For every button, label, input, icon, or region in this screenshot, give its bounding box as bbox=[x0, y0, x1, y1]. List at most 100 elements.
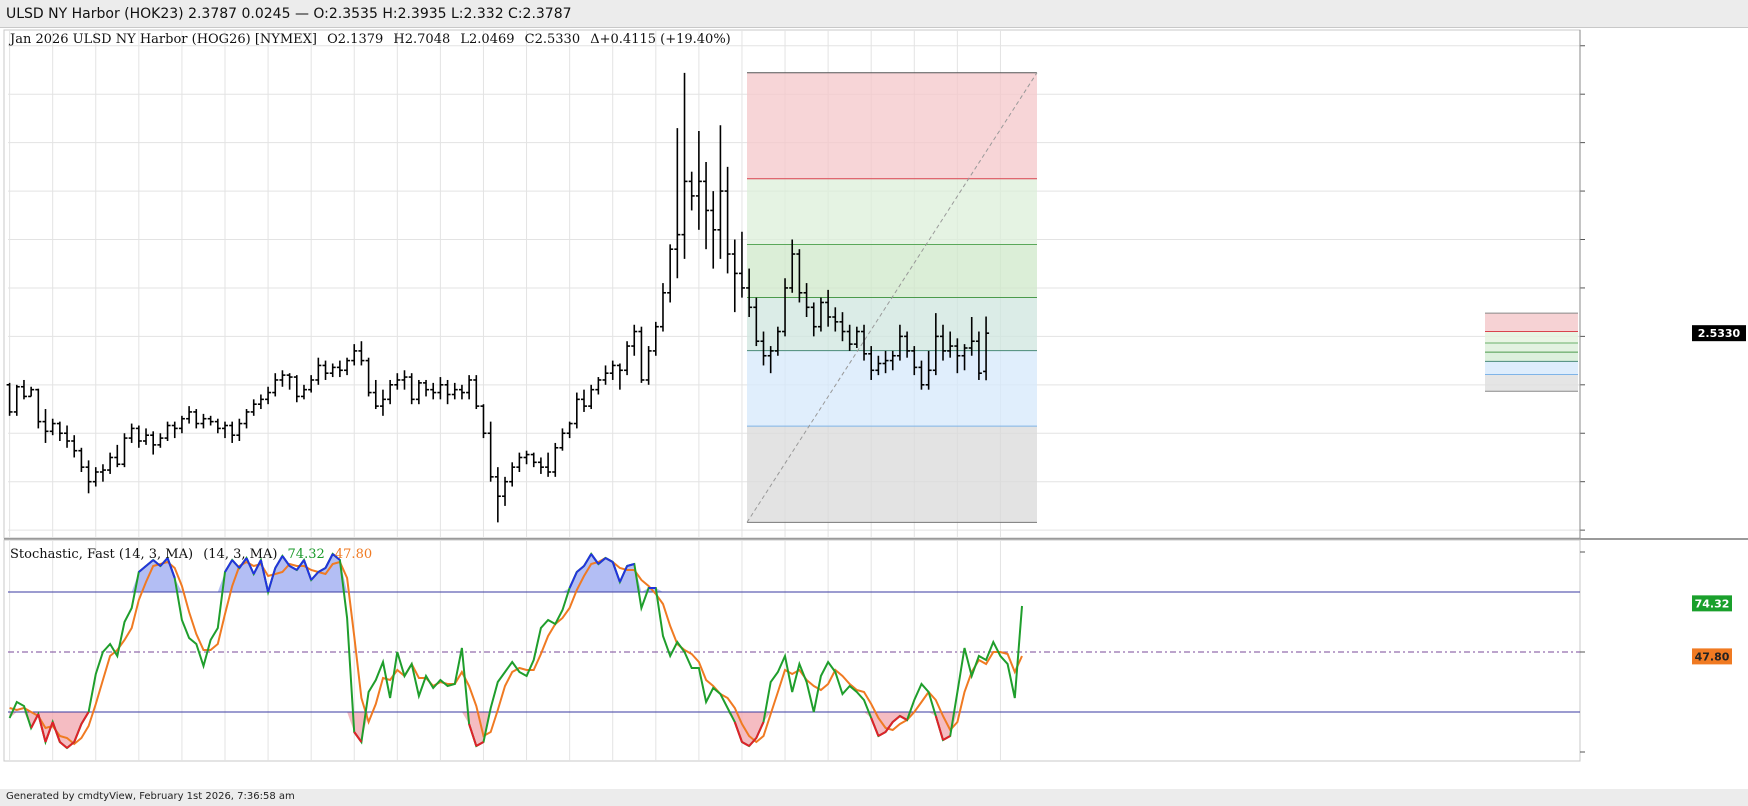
price-header: Jan 2026 ULSD NY Harbor (HOG26) [NYMEX] … bbox=[8, 32, 731, 47]
stoch-k-extreme-segment bbox=[568, 571, 578, 589]
stoch-k-extreme-segment bbox=[252, 559, 262, 575]
stoch-k-extreme-segment bbox=[145, 559, 154, 567]
stoch-k-extreme-segment bbox=[152, 559, 162, 567]
d-value-tag: 47.80 bbox=[1695, 650, 1730, 663]
stoch-k-extreme-segment bbox=[576, 565, 585, 573]
stoch-k-extreme-segment bbox=[590, 553, 600, 565]
stoch-k-extreme-segment bbox=[877, 731, 887, 737]
stoch-k-extreme-segment bbox=[353, 731, 363, 743]
stoch-k-extreme-segment bbox=[259, 559, 270, 593]
fib-zone bbox=[1485, 313, 1578, 332]
footer-bar: Generated by cmdtyView, February 1st 202… bbox=[0, 789, 1748, 806]
stochastic-d-tag: 47.80 bbox=[1692, 648, 1732, 665]
stoch-k-extreme-segment bbox=[748, 737, 758, 747]
low-value: L2.0469 bbox=[460, 32, 514, 47]
stoch-k-extreme-segment bbox=[30, 713, 40, 729]
fib-zone bbox=[747, 297, 1037, 351]
last-price-box bbox=[1692, 325, 1746, 342]
fib-zone bbox=[747, 244, 1037, 298]
stoch-k-extreme-segment bbox=[618, 565, 628, 583]
stoch-k-extreme-segment bbox=[73, 723, 83, 743]
fib-zone bbox=[1485, 331, 1578, 343]
window-title: ULSD NY Harbor (HOK23) 2.3787 0.0245 — O… bbox=[6, 6, 572, 22]
stoch-k-extreme-segment bbox=[281, 555, 291, 567]
stochastic-pane[interactable]: 74.32 47.80 Stochastic, Fast (14, 3, MA)… bbox=[3, 539, 1732, 762]
stoch-k-extreme-segment bbox=[733, 721, 743, 743]
stoch-k-extreme-segment bbox=[51, 721, 61, 743]
stochastic-k-value: 74.32 bbox=[288, 547, 325, 562]
high-value: H2.7048 bbox=[393, 32, 450, 47]
stochastic-y-axis bbox=[1580, 551, 1585, 753]
stoch-k-extreme-segment bbox=[332, 553, 341, 561]
stoch-k-extreme-segment bbox=[899, 715, 908, 721]
fib-zone bbox=[747, 426, 1037, 523]
stoch-k-extreme-segment bbox=[295, 559, 305, 571]
chart-canvas[interactable]: 2.5330 Jan 2026 ULSD NY Harbor (HOG26) [… bbox=[0, 28, 1748, 789]
fib-zone bbox=[747, 178, 1037, 245]
stoch-k-extreme-segment bbox=[267, 567, 277, 593]
fib-zone bbox=[1485, 374, 1578, 392]
stochastic-lines bbox=[8, 552, 1023, 750]
price-header-line: Jan 2026 ULSD NY Harbor (HOG26) [NYMEX] … bbox=[8, 32, 731, 47]
fib-retracement-2025[interactable] bbox=[1485, 312, 1578, 392]
stoch-k-extreme-segment bbox=[324, 553, 334, 569]
stoch-k-extreme-segment bbox=[303, 559, 313, 581]
k-value-tag: 74.32 bbox=[1695, 597, 1730, 610]
d-value-box bbox=[1692, 648, 1732, 665]
stoch-k-extreme-segment bbox=[37, 713, 47, 743]
stoch-k-extreme-segment bbox=[870, 717, 880, 737]
stochastic-d-value: 47.80 bbox=[335, 547, 372, 562]
stoch-k-extreme-segment bbox=[468, 723, 478, 747]
k-value-box bbox=[1692, 595, 1732, 612]
stoch-k-extreme-segment bbox=[231, 559, 241, 569]
stoch-k-extreme-segment bbox=[80, 711, 90, 725]
chart-window-titlebar: ULSD NY Harbor (HOK23) 2.3787 0.0245 — O… bbox=[0, 0, 1748, 28]
stoch-k-extreme-segment bbox=[755, 721, 765, 739]
stoch-k-extreme-segment bbox=[310, 571, 320, 581]
ohlc-bars bbox=[6, 72, 990, 523]
last-price-label: 2.5330 bbox=[1698, 327, 1741, 340]
fib-retracement-2020-2022[interactable] bbox=[747, 72, 1037, 523]
stoch-k-extreme-segment bbox=[884, 721, 894, 733]
contract-name: Jan 2026 ULSD NY Harbor (HOG26) [NYMEX] bbox=[8, 32, 317, 47]
stoch-k-extreme-segment bbox=[238, 557, 248, 569]
change-value: Δ+0.4115 (+19.40%) bbox=[590, 32, 731, 47]
stoch-k-extreme-segment bbox=[66, 741, 75, 749]
stoch-k-extreme-segment bbox=[138, 565, 147, 573]
stoch-k-line bbox=[8, 552, 1023, 750]
fib-zone bbox=[1485, 342, 1578, 353]
stochastic-bands bbox=[8, 591, 1580, 713]
stochastic-title: Stochastic, Fast (14, 3, MA) bbox=[10, 547, 193, 562]
stochastic-pane-frame bbox=[3, 539, 1581, 762]
stoch-k-extreme-segment bbox=[317, 567, 327, 573]
stoch-k-extreme-segment bbox=[224, 559, 234, 573]
last-price-tag: 2.5330 bbox=[1692, 325, 1746, 342]
stoch-k-extreme-segment bbox=[166, 557, 176, 579]
stochastic-zone-fills bbox=[9, 554, 1023, 748]
stoch-k-extreme-segment bbox=[59, 741, 68, 749]
stoch-k-extreme-segment bbox=[245, 557, 255, 575]
stoch-k-extreme-segment bbox=[626, 563, 635, 567]
fib-zone bbox=[1485, 352, 1578, 362]
open-value: O2.1379 bbox=[327, 32, 383, 47]
stoch-k-extreme-segment bbox=[274, 555, 284, 569]
stoch-k-extreme-segment bbox=[741, 741, 750, 747]
stoch-k-extreme-segment bbox=[44, 721, 54, 743]
stoch-d-line bbox=[9, 556, 1023, 746]
price-pane[interactable]: 2.5330 Jan 2026 ULSD NY Harbor (HOG26) [… bbox=[3, 29, 1746, 761]
stoch-k-extreme-segment bbox=[942, 735, 951, 741]
footer-text: Generated by cmdtyView, February 1st 202… bbox=[6, 791, 295, 802]
fib-trend-line bbox=[746, 72, 1038, 523]
stochastic-params: (14, 3, MA) bbox=[203, 547, 277, 562]
stoch-k-extreme-segment bbox=[583, 553, 593, 567]
fib-zone bbox=[1485, 361, 1578, 375]
stoch-k-extreme-segment bbox=[597, 557, 607, 565]
stoch-k-extreme-segment bbox=[289, 565, 298, 571]
overbought-fill bbox=[9, 554, 1023, 592]
stoch-k-extreme-segment bbox=[934, 715, 944, 741]
close-value: C2.5330 bbox=[525, 32, 580, 47]
stoch-k-extreme-segment bbox=[611, 561, 621, 583]
stoch-k-extreme-segment bbox=[892, 715, 901, 723]
stoch-k-extreme-segment bbox=[475, 741, 484, 747]
stoch-k-extreme-segment bbox=[605, 557, 614, 563]
